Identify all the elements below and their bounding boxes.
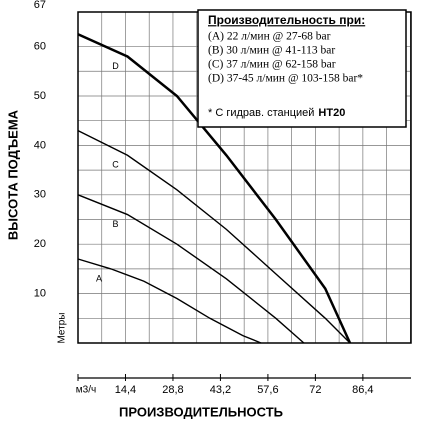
legend-note-bold: HT20 [318,107,345,119]
y-tick-label: 60 [34,40,46,52]
x-tick-label: 43,2 [210,384,231,396]
legend-note-text: * С гидрав. станцией [208,107,314,119]
curve-label: B [112,219,118,229]
curve [77,194,305,344]
x-axis-title: ПРОИЗВОДИТЕЛЬНОСТЬ [119,404,283,419]
x-tick-label: 72 [309,384,321,396]
legend-entry: (C) 37 л/мин @ 62-158 bar [208,59,336,71]
x-tick-label: 86,4 [352,384,373,396]
x-tick-label: 28,8 [162,384,183,396]
legend-entry: (D) 37-45 л/мин @ 103-158 bar* [208,73,363,85]
y-tick-label: 67 [34,0,46,11]
legend-entry: (B) 30 л/мин @ 41-113 bar [208,45,335,57]
y-tick-label: 20 [34,238,46,250]
legend-title: Производительность при: [208,13,365,27]
curve-label: D [112,61,119,71]
y-axis-title: ВЫСОТА ПОДЪЕМА [5,109,20,240]
curve [77,258,262,344]
y-unit: Метры [57,312,68,343]
curve-label: C [112,160,119,170]
y-tick-label: 10 [34,288,46,300]
curve [77,129,351,344]
legend-note: * С гидрав. станцией HT20 [208,107,345,119]
x-tick-label: 14,4 [115,384,136,396]
x-unit: м3/ч [76,385,96,396]
curve-label: A [96,273,102,283]
y-tick-label: 40 [34,139,46,151]
curve [77,33,352,344]
y-tick-label: 50 [34,90,46,102]
x-tick-label: 57,6 [257,384,278,396]
y-tick-label: 30 [34,189,46,201]
legend-entry: (A) 22 л/мин @ 27-68 bar [208,31,331,43]
legend-box [197,9,407,128]
